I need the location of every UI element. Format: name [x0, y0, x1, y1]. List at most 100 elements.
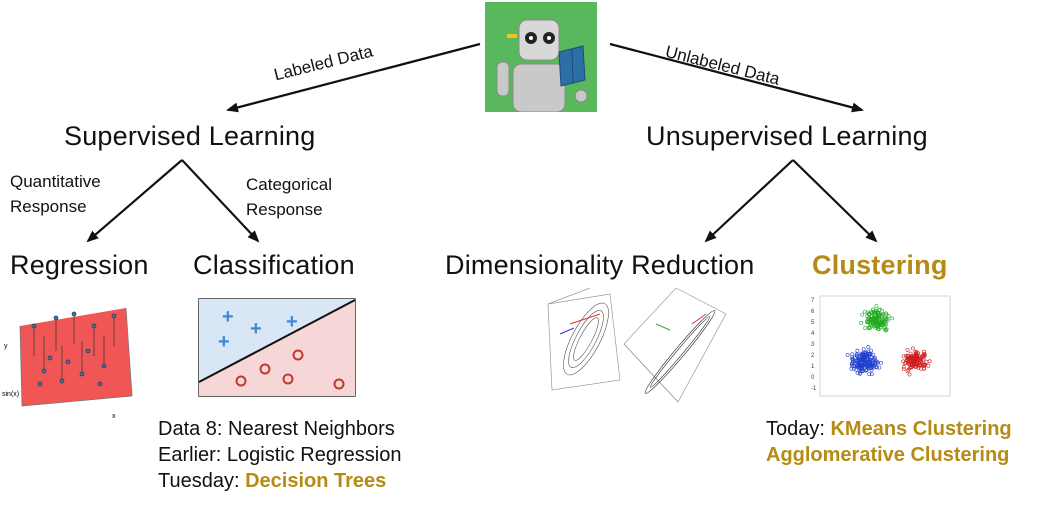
cluster-point — [884, 317, 888, 321]
cluster-point — [865, 310, 870, 315]
cluster-point — [917, 354, 922, 359]
node-clustering: Clustering — [812, 250, 948, 280]
clustering-thumbnail: 7 6 5 4 3 2 1 0 -1 — [811, 295, 951, 397]
plus-mark: + — [286, 311, 298, 333]
cluster-point — [858, 372, 862, 376]
cluster-point — [859, 320, 864, 325]
cluster-point — [870, 358, 875, 362]
cluster-point — [871, 307, 876, 312]
cluster-point — [858, 352, 863, 357]
regression-axis-x: x — [112, 413, 116, 420]
cluster-point — [909, 365, 914, 370]
cluster-point — [863, 326, 868, 330]
plus-mark: + — [250, 318, 262, 340]
cluster-point — [884, 328, 888, 333]
cluster-point — [871, 315, 876, 320]
cluster-point — [923, 362, 927, 367]
cluster-point — [869, 368, 874, 373]
cluster-point — [850, 357, 855, 361]
cluster-point — [859, 366, 863, 370]
cluster-point — [865, 314, 870, 319]
cluster-tick-label: 1 — [811, 364, 815, 370]
cluster-point — [904, 353, 909, 358]
arrow-dimensionality — [704, 159, 794, 243]
cluster-point — [870, 310, 875, 315]
cluster-point — [921, 353, 926, 358]
cluster-point — [854, 363, 859, 368]
cluster-tick-label: 3 — [811, 342, 815, 348]
cluster-tick-label: -1 — [811, 386, 817, 392]
cluster-point — [850, 355, 855, 360]
cluster-point — [874, 304, 879, 309]
cluster-point — [901, 359, 906, 364]
cluster-point — [922, 363, 927, 368]
cluster-point — [927, 359, 932, 364]
cluster-point — [852, 366, 856, 371]
cluster-point — [855, 370, 860, 375]
regression-axis-y: y — [4, 343, 8, 350]
plus-mark: + — [218, 331, 230, 353]
arrow-clustering — [792, 159, 878, 243]
cluster-point — [876, 314, 881, 319]
cluster-point — [890, 316, 895, 321]
cluster-point — [871, 362, 875, 367]
classification-thumbnail: + + + + — [198, 298, 356, 397]
regression-axis-z: sin(x) — [2, 391, 19, 398]
cluster-point — [845, 353, 850, 357]
node-supervised-learning: Supervised Learning — [64, 121, 316, 151]
node-regression: Regression — [10, 250, 149, 280]
node-dimensionality-reduction: Dimensionality Reduction — [445, 250, 755, 280]
cluster-tick-label: 7 — [811, 298, 815, 304]
cluster-point — [902, 365, 906, 369]
cluster-point — [906, 367, 911, 372]
cluster-point — [868, 317, 873, 322]
cluster-point — [854, 352, 859, 357]
cluster-point — [864, 352, 869, 357]
cluster-point — [879, 361, 884, 365]
cluster-point — [866, 345, 871, 349]
cluster-point — [918, 363, 923, 367]
cluster-point — [876, 321, 880, 326]
cluster-tick-label: 6 — [811, 309, 815, 315]
note-decision-trees: Tuesday: Decision Trees — [158, 470, 387, 492]
node-classification: Classification — [193, 250, 355, 280]
cluster-point — [874, 361, 879, 366]
cluster-point — [880, 318, 885, 323]
cluster-point — [883, 320, 888, 325]
note-logistic-regression: Earlier: Logistic Regression — [158, 444, 402, 466]
cluster-point — [876, 310, 880, 315]
edge-label-categorical: Categorical Response — [246, 175, 332, 219]
cluster-point — [874, 311, 879, 315]
cluster-point — [877, 365, 882, 370]
cluster-point — [850, 363, 855, 368]
cluster-point — [866, 316, 870, 321]
cluster-point — [858, 361, 862, 366]
cluster-point — [913, 353, 918, 358]
edge-label-quantitative: Quantitative Response — [10, 172, 101, 216]
cluster-point — [926, 363, 931, 368]
cluster-point — [907, 372, 912, 377]
cluster-point — [922, 349, 926, 354]
cluster-point — [872, 356, 876, 361]
cluster-point — [860, 369, 865, 374]
cluster-point — [881, 321, 886, 326]
clustering-notes: Today: KMeans Clustering Agglomerative C… — [766, 416, 1012, 468]
cluster-point — [920, 354, 924, 359]
cluster-point — [909, 359, 914, 364]
cluster-point — [884, 312, 889, 317]
cluster-point — [865, 319, 870, 324]
cluster-point — [901, 354, 906, 359]
arrow-unlabeled — [609, 42, 864, 113]
cluster-point — [864, 350, 869, 355]
cluster-point — [910, 346, 915, 351]
cluster-point — [914, 364, 919, 369]
cluster-point — [915, 353, 920, 358]
cluster-tick-label: 2 — [811, 353, 815, 359]
cluster-point — [919, 366, 923, 371]
cluster-point — [855, 348, 860, 353]
cluster-tick-label: 5 — [811, 320, 815, 326]
cluster-point — [874, 365, 879, 370]
cluster-point — [867, 372, 872, 377]
cluster-point — [853, 359, 857, 364]
